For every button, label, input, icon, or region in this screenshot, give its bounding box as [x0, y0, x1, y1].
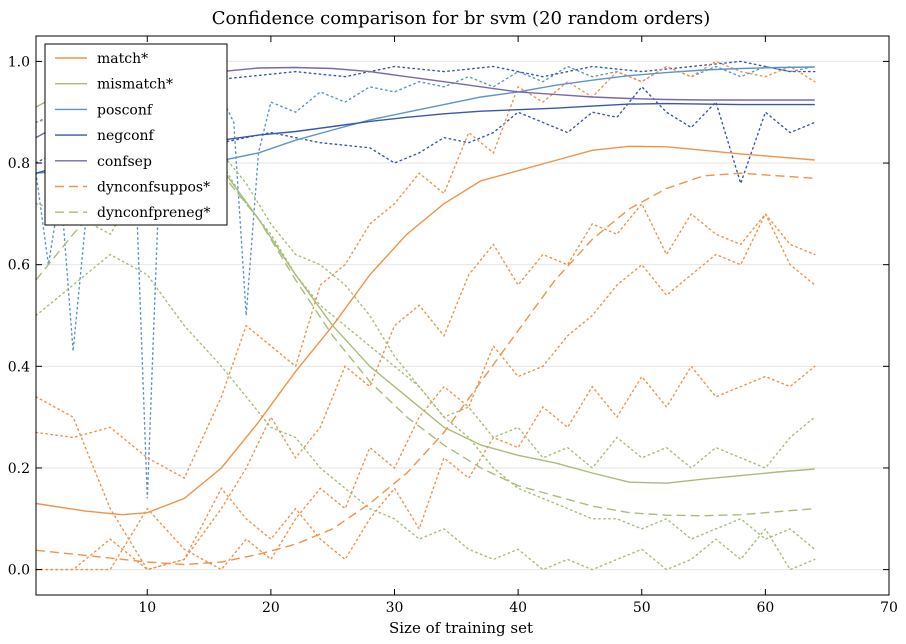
series-line — [35, 157, 815, 517]
legend-label: posconf — [97, 102, 154, 118]
y-tick-label: 0.6 — [8, 258, 30, 274]
plot-frame — [35, 35, 890, 596]
x-axis-ticks: 10 20 30 40 50 60 70 — [138, 36, 898, 616]
x-tick-label: 30 — [386, 600, 404, 616]
trace-line — [35, 212, 816, 571]
trace-line — [35, 202, 816, 571]
y-tick-label: 0.2 — [8, 461, 30, 477]
series-line — [35, 145, 815, 516]
x-tick-label: 40 — [509, 600, 527, 616]
x-tick-label: 50 — [633, 600, 651, 616]
trace-line — [35, 365, 816, 571]
series-line — [35, 172, 815, 566]
legend-label: negconf — [97, 128, 156, 144]
legend-label: match* — [97, 51, 148, 67]
x-axis-label: Size of training set — [389, 619, 533, 637]
trace-line — [35, 253, 816, 571]
y-tick-label: 0.8 — [8, 156, 30, 172]
x-tick-label: 10 — [138, 600, 156, 616]
trace-line — [35, 101, 816, 550]
y-axis-ticks: 0.0 0.2 0.4 0.6 0.8 1.0 — [8, 54, 889, 579]
x-tick-label: 60 — [756, 600, 774, 616]
x-tick-label: 20 — [262, 600, 280, 616]
legend-label: dynconfpreneg* — [97, 205, 211, 221]
y-tick-label: 0.4 — [8, 359, 30, 375]
y-tick-label: 0.0 — [8, 563, 30, 579]
y-tick-label: 1.0 — [8, 54, 30, 70]
legend-label: confsep — [97, 154, 152, 170]
x-tick-label: 70 — [880, 600, 898, 616]
legend-label: mismatch* — [97, 77, 173, 93]
chart-title: Confidence comparison for br svm (20 ran… — [212, 8, 711, 29]
legend: match* mismatch* posconf negconf confsep dync… — [44, 43, 228, 226]
trace-line — [35, 60, 816, 480]
trace-line — [35, 65, 816, 499]
legend-label: dynconfsuppos* — [97, 180, 210, 196]
